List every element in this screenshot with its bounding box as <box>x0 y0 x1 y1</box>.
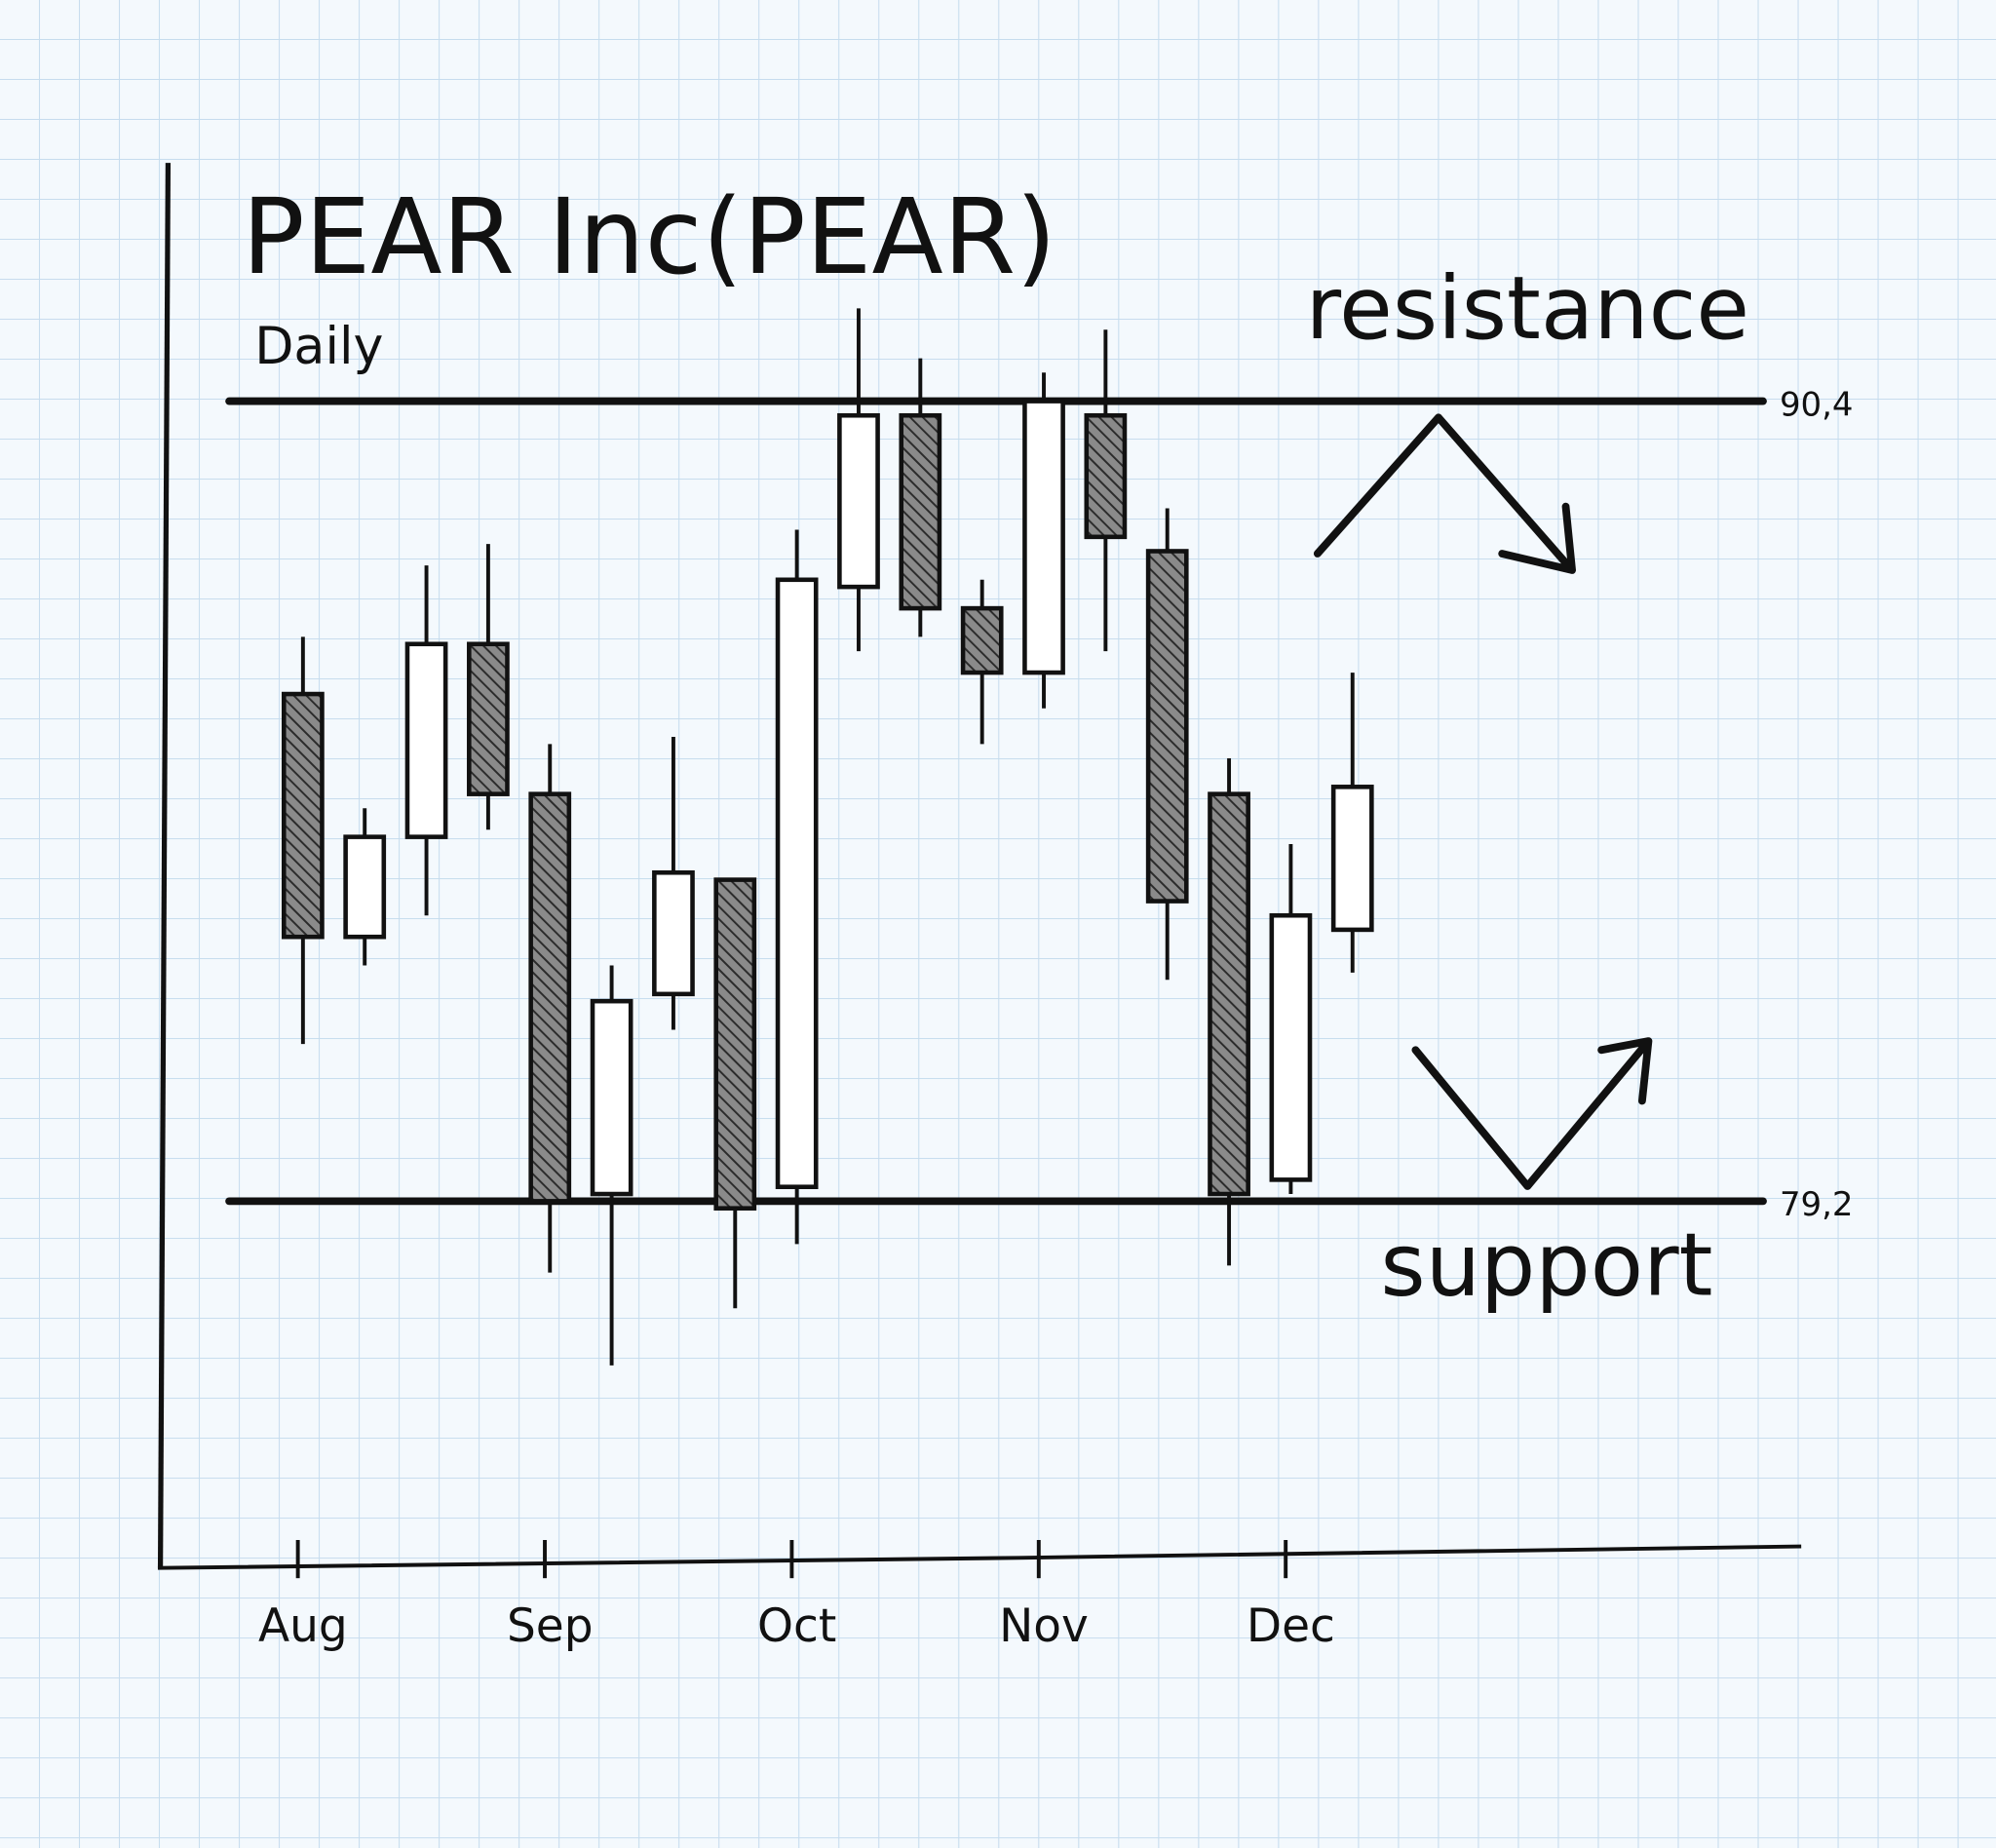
x-tick-label: Sep <box>507 1599 594 1653</box>
chart-subtitle: Daily <box>254 318 383 376</box>
x-tick-label: Aug <box>258 1599 348 1653</box>
candle-body-down <box>899 412 942 611</box>
x-tick-label: Oct <box>757 1599 836 1653</box>
down-arrow <box>1313 413 1576 574</box>
x-tick-label: Dec <box>1247 1599 1335 1653</box>
chart-title: PEAR Inc(PEAR) <box>242 177 1056 298</box>
candle-body-up <box>1269 912 1313 1182</box>
candle-body-up <box>1330 785 1374 933</box>
candle-body-up <box>1022 399 1065 675</box>
y-axis <box>157 163 172 1568</box>
candle-body-down <box>1145 549 1189 904</box>
candle-body-down <box>1084 412 1128 540</box>
candle-body-up <box>343 834 387 940</box>
x-axis <box>157 1544 1802 1570</box>
candle-body-up <box>837 412 880 590</box>
reference-label: 79,2 <box>1780 1185 1854 1224</box>
reference-name: resistance <box>1306 258 1749 359</box>
candle-body-down <box>960 605 1004 675</box>
candle-body-up <box>590 998 633 1197</box>
candle-body-down <box>713 877 757 1211</box>
candle-body-up <box>404 641 448 839</box>
x-tick-label: Nov <box>999 1599 1089 1653</box>
reference-label: 90,4 <box>1780 385 1854 424</box>
candle-body-up <box>775 577 819 1189</box>
up-arrow <box>1411 1037 1653 1190</box>
candle-body-down <box>528 791 572 1204</box>
candle-body-up <box>652 869 695 997</box>
candle-body-down <box>467 641 510 796</box>
reference-name: support <box>1380 1215 1712 1316</box>
candle-body-down <box>281 691 325 940</box>
candle-body-down <box>1208 791 1250 1197</box>
